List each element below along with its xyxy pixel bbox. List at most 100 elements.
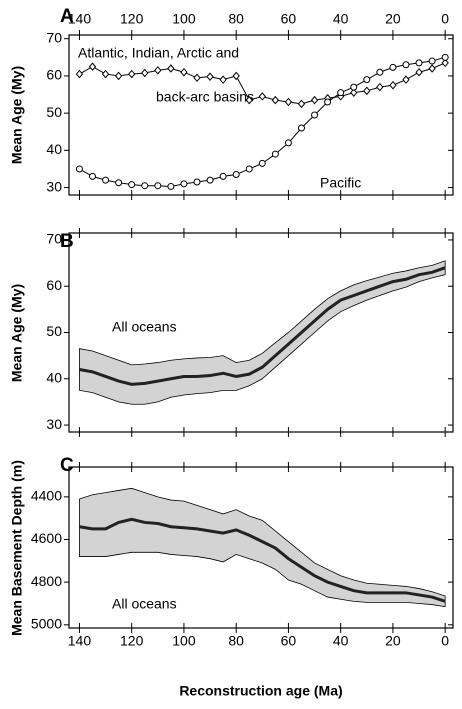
x-tick-label: 120 [120, 633, 144, 649]
marker [245, 165, 253, 173]
marker [271, 150, 279, 158]
marker [310, 95, 319, 105]
marker [428, 64, 436, 73]
marker [245, 95, 253, 105]
x-tick-label: 80 [228, 11, 244, 27]
marker [402, 61, 410, 69]
x-tick-label: 0 [441, 633, 449, 649]
marker [193, 73, 201, 83]
marker [441, 58, 449, 68]
marker [297, 124, 305, 132]
x-tick-label: 140 [68, 633, 92, 649]
marker [128, 181, 136, 189]
x-tick-label: 20 [385, 633, 401, 649]
marker [297, 99, 306, 109]
y-tick-label: 5000 [31, 616, 62, 632]
plot-frame [68, 34, 454, 196]
annotation: back-arc basins [156, 89, 254, 105]
marker [180, 67, 188, 77]
marker [284, 139, 292, 147]
marker [167, 64, 175, 73]
y-axis-label: Mean Basement Depth (m) [9, 460, 25, 636]
y-tick-label: 4600 [31, 530, 62, 546]
y-tick-label: 4800 [31, 573, 62, 589]
x-tick-label: 60 [281, 633, 297, 649]
marker [350, 83, 358, 91]
marker [376, 82, 384, 92]
y-tick-label: 60 [46, 67, 62, 83]
y-tick-label: 50 [46, 323, 62, 339]
marker [324, 98, 332, 106]
annotation: Pacific [320, 175, 361, 191]
marker [389, 63, 397, 71]
x-tick-label: 140 [68, 11, 92, 27]
marker [232, 71, 240, 81]
marker [206, 72, 214, 81]
y-tick-label: 40 [46, 141, 62, 157]
marker [75, 165, 83, 173]
marker [337, 89, 345, 97]
panel-label: A [60, 6, 74, 27]
marker [141, 182, 149, 190]
marker [154, 182, 162, 190]
marker [141, 68, 149, 78]
y-tick-label: 60 [46, 277, 62, 293]
marker [115, 179, 123, 187]
marker [232, 171, 240, 179]
x-tick-label: 120 [120, 11, 144, 27]
x-tick-label: 40 [333, 633, 349, 649]
marker [363, 86, 371, 96]
y-tick-label: 30 [46, 416, 62, 432]
marker [376, 68, 384, 76]
marker [89, 172, 97, 180]
marker [350, 88, 358, 97]
marker [219, 75, 227, 84]
marker [402, 75, 410, 84]
marker [101, 69, 110, 79]
series-line [79, 266, 446, 386]
panel-label: C [60, 455, 74, 476]
marker [193, 178, 201, 186]
y-tick-label: 70 [46, 231, 62, 247]
y-tick-label: 4400 [31, 488, 62, 504]
annotation: All oceans [112, 319, 177, 335]
marker [441, 53, 449, 61]
x-axis-label: Reconstruction age (Ma) [179, 683, 342, 699]
x-tick-label: 100 [172, 633, 196, 649]
marker [206, 176, 214, 184]
annotation: All oceans [112, 596, 177, 612]
x-tick-label: 60 [281, 11, 297, 27]
marker [154, 66, 162, 75]
y-axis-label: Mean Age (My) [9, 284, 25, 382]
y-tick-label: 70 [46, 29, 62, 45]
marker [102, 176, 110, 184]
marker [258, 92, 266, 101]
marker [258, 159, 266, 167]
marker [128, 69, 136, 79]
marker [389, 80, 397, 90]
x-tick-label: 80 [228, 633, 244, 649]
plot-frame [68, 466, 454, 629]
y-tick-label: 40 [46, 369, 62, 385]
marker [363, 76, 371, 84]
y-tick-label: 50 [46, 104, 62, 120]
x-tick-label: 20 [385, 11, 401, 27]
x-tick-label: 100 [172, 11, 196, 27]
y-tick-label: 30 [46, 178, 62, 194]
marker [415, 67, 423, 77]
marker [114, 71, 123, 81]
marker [415, 59, 423, 67]
marker [284, 97, 293, 107]
marker [219, 172, 227, 180]
marker [167, 182, 175, 190]
annotation: Atlantic, Indian, Arctic and [78, 45, 239, 61]
marker [311, 111, 319, 119]
marker [271, 95, 280, 105]
series-line [79, 56, 446, 187]
x-tick-label: 0 [441, 11, 449, 27]
y-axis-label: Mean Age (My) [9, 66, 25, 164]
panel-label: B [60, 231, 74, 252]
marker [428, 57, 436, 65]
marker [75, 69, 84, 79]
